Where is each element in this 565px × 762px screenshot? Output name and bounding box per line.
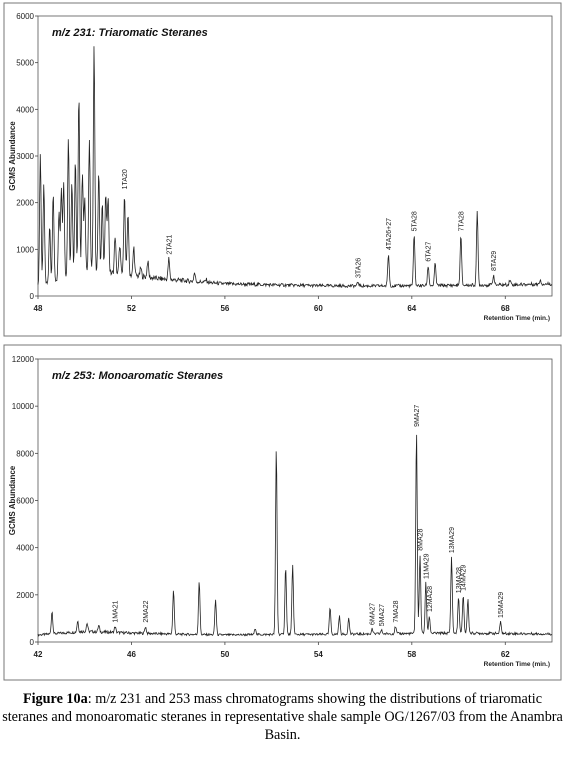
x-tick-label: 64: [407, 304, 416, 313]
chromatogram-trace: [37, 46, 553, 289]
peak-label: 8MA28: [417, 528, 424, 550]
x-tick-label: 62: [501, 650, 510, 659]
chromatogram-trace: [37, 434, 553, 637]
chart-frame: [3, 2, 562, 337]
figure-caption: Figure 10a: m/z 231 and 253 mass chromat…: [0, 690, 565, 744]
chart-frame: [3, 344, 562, 681]
x-tick-label: 60: [314, 304, 323, 313]
peak-label: 5MA27: [379, 604, 386, 626]
peak-label: 7TA28: [458, 211, 465, 231]
peak-label: 13MA28: [456, 567, 463, 593]
y-tick-label: 4000: [16, 105, 34, 114]
x-axis-label: Retention Time (min.): [484, 315, 550, 322]
peak-label: 1TA20: [122, 169, 129, 189]
x-tick-label: 46: [127, 650, 136, 659]
peak-label: 6MA27: [370, 603, 377, 625]
y-tick-label: 0: [30, 292, 35, 301]
y-tick-label: 0: [30, 638, 35, 647]
peak-label: 15MA29: [498, 592, 505, 618]
chart-title: m/z 253: Monoaromatic Steranes: [52, 370, 223, 382]
y-axis-label: GCMS Abundance: [8, 465, 17, 535]
y-tick-label: 5000: [16, 59, 34, 68]
x-tick-label: 56: [220, 304, 229, 313]
y-tick-label: 12000: [12, 355, 35, 364]
peak-label: 6TA27: [426, 241, 433, 261]
peak-label: 9MA27: [414, 405, 421, 427]
y-tick-label: 1000: [16, 245, 34, 254]
peak-label: 2TA21: [166, 234, 173, 254]
peak-label: 1MA21: [113, 600, 120, 622]
peak-label: 14MA29: [461, 565, 468, 591]
chart-title: m/z 231: Triaromatic Steranes: [52, 27, 208, 39]
y-tick-label: 2000: [16, 199, 34, 208]
plot-area: [37, 358, 553, 643]
peak-label: 7MA28: [393, 600, 400, 622]
caption-label: Figure 10a: [22, 691, 88, 707]
y-tick-label: 10000: [12, 402, 35, 411]
x-tick-label: 42: [34, 650, 43, 659]
x-axis-label: Retention Time (min.): [484, 661, 550, 668]
y-tick-label: 3000: [16, 152, 34, 161]
y-tick-label: 2000: [16, 591, 34, 600]
peak-label: 11MA29: [423, 553, 430, 579]
peak-label: 2MA22: [143, 600, 150, 622]
peak-label: 13MA29: [449, 527, 456, 553]
y-tick-label: 6000: [16, 497, 34, 506]
y-tick-label: 4000: [16, 544, 34, 553]
x-tick-label: 58: [407, 650, 416, 659]
plot-area: [37, 15, 553, 297]
peak-label: 8TA29: [491, 251, 498, 271]
x-tick-label: 68: [501, 304, 510, 313]
x-tick-label: 48: [34, 304, 43, 313]
peak-label: 5TA28: [412, 211, 419, 231]
peak-label: 3TA26: [356, 258, 363, 278]
x-tick-label: 54: [314, 650, 323, 659]
peak-label: 4TA26+27: [386, 218, 393, 250]
x-tick-label: 52: [127, 304, 136, 313]
caption-text: : m/z 231 and 253 mass chromatograms sho…: [2, 691, 563, 743]
monoaromatic-chromatogram: 0 2000 4000 6000 8000 10000 12000 42 46 50 54 58 62 G…: [3, 344, 562, 681]
peak-label: 12MA28: [427, 586, 434, 612]
y-axis-label: GCMS Abundance: [8, 121, 17, 191]
y-tick-label: 6000: [16, 12, 34, 21]
x-tick-label: 50: [220, 650, 229, 659]
triaromatic-chromatogram: 0 1000 2000 3000 4000 5000 6000 48 52 56 60 64 68 GCM…: [3, 2, 562, 337]
y-tick-label: 8000: [16, 449, 34, 458]
